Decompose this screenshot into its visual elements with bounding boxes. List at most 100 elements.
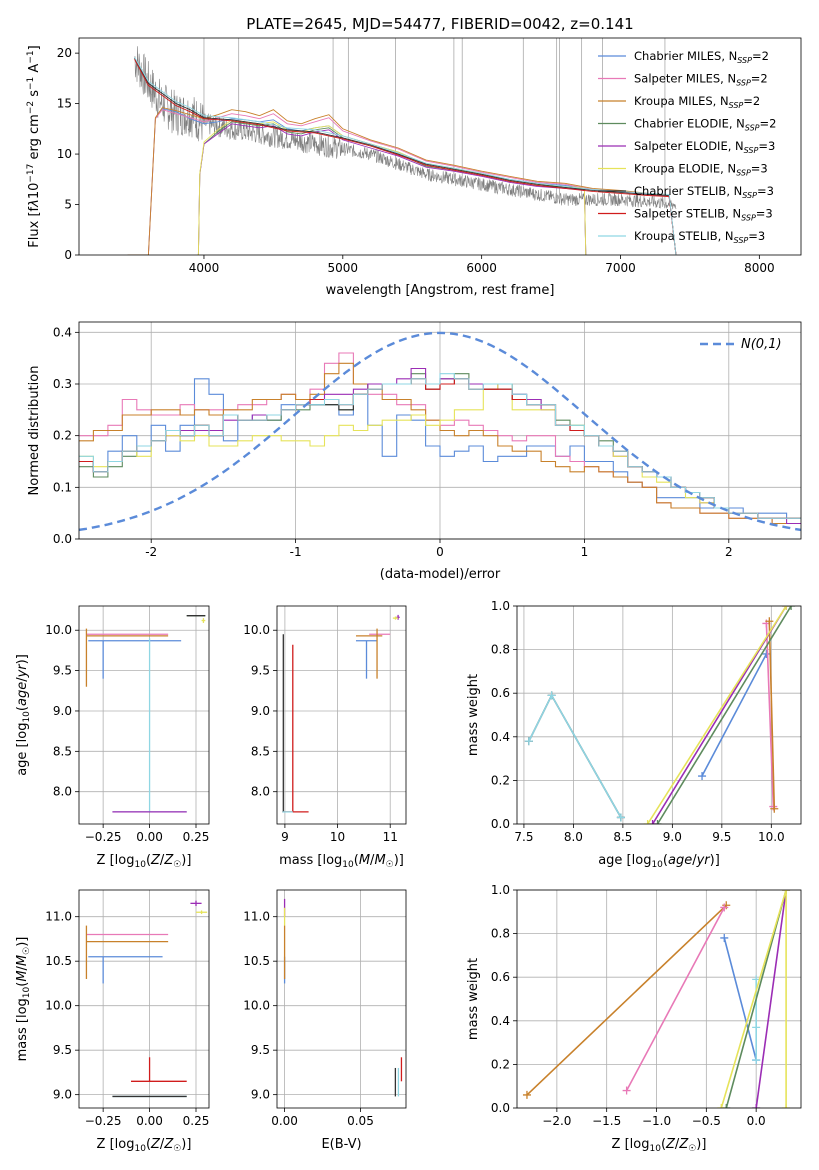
y-axis-label: age [log10(age/yr)] <box>15 654 32 776</box>
mass-weight-marker <box>717 1104 726 1108</box>
mass-weight-line <box>765 623 775 807</box>
y-tick-label: 9.0 <box>251 704 270 718</box>
x-tick-label: 7000 <box>605 261 636 275</box>
y-tick-label: 5 <box>64 198 72 212</box>
legend-label-main: Chabrier ELODIE, N <box>634 117 745 131</box>
x-tick-label: -2 <box>145 545 157 559</box>
legend-label-tail: =2 <box>760 117 777 131</box>
x-tick-label: −0.5 <box>692 1114 721 1128</box>
y-axis-label: Flux [fλ10−17 erg cm−2 s−1 A−1] <box>26 45 42 247</box>
x-tick-label: −1.5 <box>592 1114 621 1128</box>
y-tick-label: 15 <box>57 97 72 111</box>
x-tick-label: 8.5 <box>613 830 632 844</box>
residual-histogram-step <box>79 373 801 519</box>
legend-label-main: Kroupa MILES, N <box>634 94 729 108</box>
y-tick-label: 10.0 <box>45 999 72 1013</box>
x-tick-label: −1.0 <box>642 1114 671 1128</box>
y-tick-label: 10.0 <box>243 999 270 1013</box>
legend-label-tail: =3 <box>751 162 768 176</box>
model-spectrum-line <box>134 56 677 255</box>
mass-weight-line <box>701 653 768 777</box>
legend-label: Chabrier STELIB, NSSP=3 <box>634 184 774 200</box>
y-tick-label: 9.0 <box>251 1088 270 1102</box>
legend-label-main: Salpeter ELODIE, N <box>634 139 744 153</box>
x-tick-label: 1 <box>581 545 589 559</box>
legend-label-tail: =2 <box>743 94 760 108</box>
legend-label-sub: SSP <box>736 169 751 178</box>
x-axis-label: Z [log10(Z/Z☉)] <box>612 1137 707 1154</box>
legend-label-tail: =3 <box>758 139 775 153</box>
panel-age-vs-mass: 9 10 11 8.0 8.5 9.0 9.5 10.0 mass [log10(M/M☉)] <box>243 605 407 870</box>
legend-label-tail: =3 <box>748 229 765 243</box>
mass-weight-line <box>625 907 726 1091</box>
legend-label-sub: SSP <box>741 214 756 223</box>
mass-weight-marker <box>643 820 652 824</box>
legend-label-tail: =3 <box>757 184 774 198</box>
panel-spectrum: 4000 5000 6000 7000 8000 0 5 10 15 20 wavelength [… <box>26 37 802 298</box>
mass-weight-marker <box>522 1090 531 1099</box>
axes-frame <box>516 889 802 1109</box>
legend-label-sub: SSP <box>736 79 751 88</box>
mass-weight-line <box>526 904 727 1096</box>
mass-weight-marker <box>720 933 729 942</box>
y-tick-label: 10.5 <box>45 954 72 968</box>
mass-weight-line <box>768 621 776 809</box>
plot-area <box>282 614 400 813</box>
mass-weight-marker <box>648 820 657 824</box>
mass-weight-marker <box>653 820 662 824</box>
legend-label-tail: =3 <box>756 207 773 221</box>
observed-spectrum-line <box>134 46 677 210</box>
mass-weight-line <box>755 890 787 1108</box>
mass-weight-marker <box>524 737 533 746</box>
mass-weight-line <box>723 937 757 1061</box>
legend-label-sub: SSP <box>737 56 752 65</box>
plot-area <box>127 38 677 255</box>
y-tick-label: 10 <box>57 147 72 161</box>
x-axis-label: Z [log10(Z/Z☉)] <box>97 1137 192 1154</box>
x-tick-label: −0.25 <box>85 830 122 844</box>
legend-label: Kroupa STELIB, NSSP=3 <box>634 229 765 245</box>
mass-weight-marker <box>752 1104 761 1108</box>
y-tick-label: 8.5 <box>251 744 270 758</box>
legend-label: Chabrier ELODIE, NSSP=2 <box>634 117 776 133</box>
legend-label-tail: =2 <box>752 49 769 63</box>
y-tick-label: 9.5 <box>251 1043 270 1057</box>
y-tick-label: 0.2 <box>53 429 72 443</box>
mass-weight-marker <box>547 691 556 700</box>
legend-label: Kroupa ELODIE, NSSP=3 <box>634 162 768 178</box>
mass-weight-marker <box>770 804 779 813</box>
x-tick-label: 9.5 <box>712 830 731 844</box>
y-tick-label: 10.0 <box>45 623 72 637</box>
mass-weight-marker <box>698 772 707 781</box>
x-axis-label: (data-model)/error <box>380 567 501 582</box>
y-tick-label: 9.0 <box>53 1088 72 1102</box>
x-tick-label: 0.00 <box>271 1114 298 1128</box>
panel-mass-vs-EBV: 0.00 0.05 9.0 9.5 10.0 10.5 11.0 E(B-V) <box>243 889 407 1152</box>
axes-frame <box>78 37 802 256</box>
legend-label: Salpeter ELODIE, NSSP=3 <box>634 139 775 155</box>
y-tick-label: 0.6 <box>491 970 510 984</box>
mass-weight-marker <box>720 903 729 912</box>
gaussian-legend-label: N(0,1) <box>741 337 782 352</box>
plot-area <box>524 606 796 824</box>
legend-label-main: Kroupa ELODIE, N <box>634 162 736 176</box>
model-spectrum-line <box>127 107 677 255</box>
legend-label-main: Salpeter STELIB, N <box>634 207 741 221</box>
legend-label-main: Salpeter MILES, N <box>634 72 736 86</box>
x-axis-label: wavelength [Angstrom, rest frame] <box>326 283 555 298</box>
x-tick-label: 8000 <box>744 261 775 275</box>
x-tick-label: 6000 <box>466 261 497 275</box>
model-spectrum-line <box>134 57 677 255</box>
panel-mass-vs-Z: −0.25 0.00 0.25 9.0 9.5 10.0 10.5 11.0 Z [log10(… <box>15 889 210 1154</box>
legend-label-sub: SSP <box>742 191 757 200</box>
y-axis-label: Normed distribution <box>27 366 42 496</box>
x-tick-label: 10 <box>330 830 345 844</box>
mass-weight-line <box>656 606 792 824</box>
model-spectrum-line <box>127 109 677 255</box>
y-tick-label: 8.0 <box>53 785 72 799</box>
axes-frame <box>78 605 210 825</box>
x-tick-label: 2 <box>725 545 733 559</box>
x-tick-label: 10.0 <box>758 830 785 844</box>
x-tick-label: 0.00 <box>136 830 163 844</box>
